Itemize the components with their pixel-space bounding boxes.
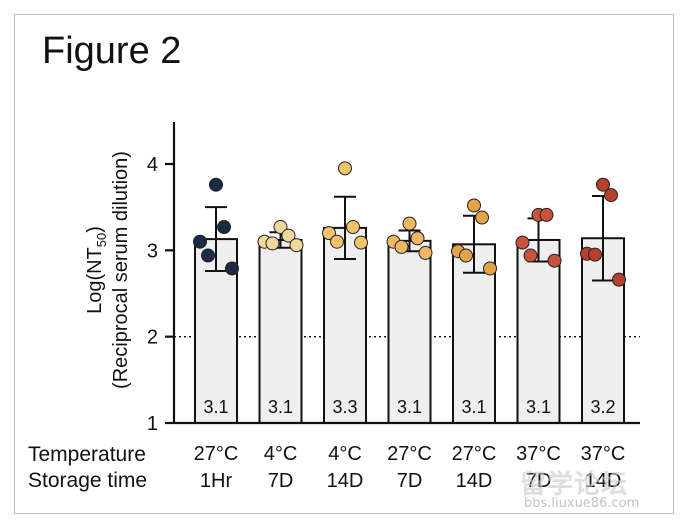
temperature-label: 37°C: [516, 443, 561, 465]
bar-4: [387, 239, 432, 424]
temperature-label: 27°C: [387, 443, 432, 465]
data-point: [394, 239, 409, 254]
data-point: [201, 248, 215, 263]
watermark-logo: 留学论坛: [520, 470, 629, 500]
data-point: [354, 235, 368, 250]
data-point: [515, 235, 530, 250]
bar-2: [258, 238, 303, 424]
y-axis-title: Log(NT50): [84, 226, 109, 314]
data-point: [330, 234, 344, 249]
watermark-url: bbs.liuxue86.com: [524, 496, 640, 511]
data-point: [612, 272, 626, 287]
data-point: [289, 238, 304, 253]
data-point: [209, 177, 223, 192]
figure-frame: [14, 14, 674, 514]
bar-value-label: 3.1: [268, 397, 293, 417]
data-point: [281, 228, 296, 243]
y-axis-title-subscript: 50: [94, 233, 109, 247]
data-point: [346, 220, 360, 235]
data-point: [539, 207, 554, 222]
temperature-label: 27°C: [452, 443, 497, 465]
storage-time-label: 14D: [585, 470, 622, 492]
bar-value-label: 3.1: [203, 397, 228, 417]
data-point: [523, 248, 538, 263]
data-point: [225, 261, 239, 276]
bar-3: [323, 226, 367, 424]
y-tick-label: 1: [147, 413, 158, 435]
storage-time-label: 7D: [526, 470, 552, 492]
storage-time-label: 1Hr: [200, 470, 233, 492]
data-point: [459, 248, 473, 263]
bar-value-label: 3.1: [526, 397, 551, 417]
y-axis-title-close: ): [84, 226, 106, 233]
data-point: [410, 231, 425, 246]
data-point: [193, 234, 207, 249]
temperature-label: 27°C: [194, 443, 239, 465]
temperature-row-label: Temperature: [28, 443, 146, 466]
data-point: [475, 210, 489, 225]
bar-6: [516, 238, 561, 424]
data-point: [265, 236, 280, 251]
temperature-label: 37°C: [581, 443, 626, 465]
y-axis-title-main: Log(NT: [84, 247, 106, 314]
storage-time-label: 14D: [456, 470, 493, 492]
temperature-label: 4°C: [264, 443, 298, 465]
y-tick-label: 2: [147, 327, 158, 349]
data-point: [338, 161, 352, 176]
bar-value-label: 3.3: [332, 397, 357, 417]
y-tick-label: 4: [147, 154, 158, 176]
data-point: [273, 220, 288, 235]
data-point: [588, 247, 602, 262]
data-point: [322, 226, 336, 241]
bar-value-label: 3.1: [461, 397, 486, 417]
data-point: [467, 198, 481, 213]
bar-value-label: 3.1: [397, 397, 422, 417]
data-point: [483, 261, 497, 276]
storage-time-row-label: Storage time: [28, 469, 148, 492]
data-point: [217, 220, 231, 235]
data-point: [418, 245, 433, 260]
figure-title: Figure 2: [42, 30, 182, 72]
storage-time-label: 7D: [268, 470, 294, 492]
data-point: [547, 253, 562, 268]
temperature-label: 4°C: [328, 443, 362, 465]
data-point: [604, 188, 618, 203]
y-tick-label: 3: [147, 240, 158, 262]
bar-value-label: 3.2: [590, 397, 615, 417]
y-axis-subtitle: (Reciprocal serum dilution): [110, 151, 132, 389]
storage-time-label: 14D: [327, 470, 364, 492]
data-point: [402, 216, 417, 231]
storage-time-label: 7D: [397, 470, 423, 492]
data-point: [596, 177, 610, 192]
